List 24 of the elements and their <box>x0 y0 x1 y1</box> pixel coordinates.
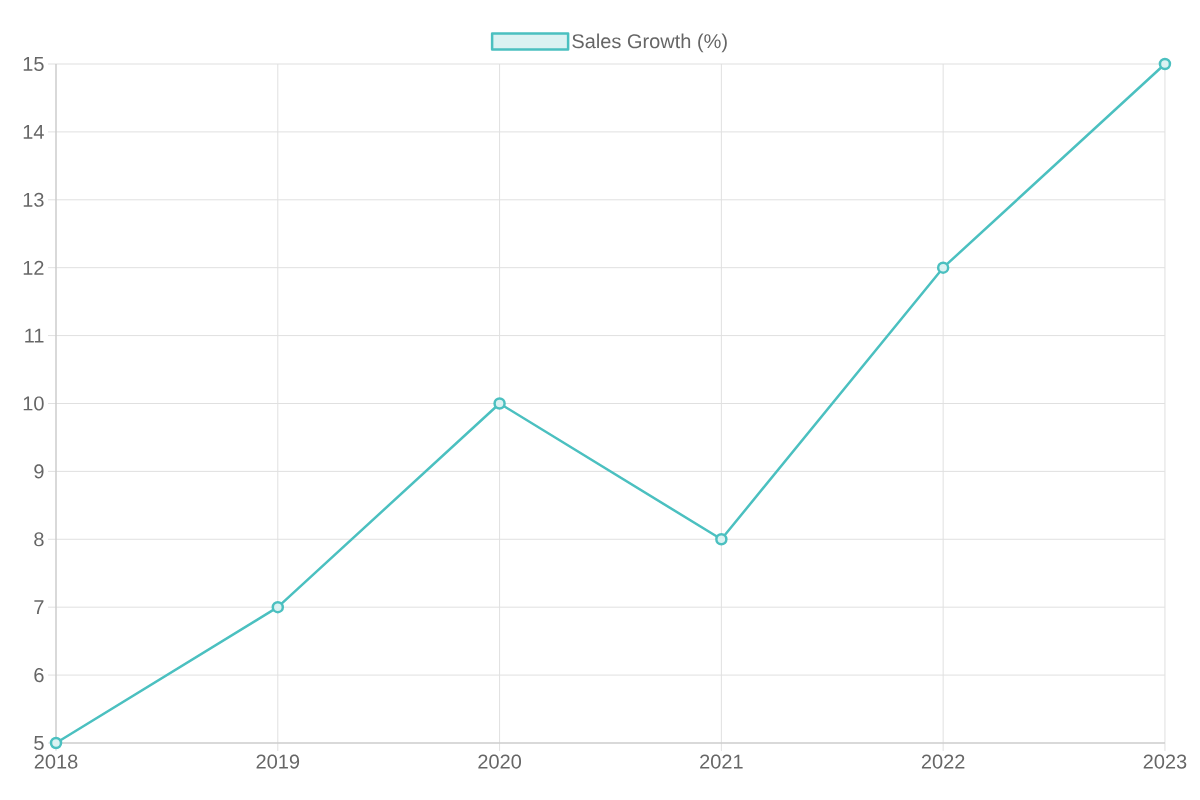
x-tick-label: 2022 <box>921 754 965 769</box>
point <box>493 397 506 410</box>
point <box>271 600 285 614</box>
x-tick-label: 2023 <box>1143 754 1187 769</box>
point <box>715 533 728 546</box>
y-tick-label: 8 <box>34 532 44 547</box>
y-tick-label: 10 <box>23 396 44 411</box>
y-tick-label: 13 <box>23 192 44 207</box>
x-tick-label: 2018 <box>34 754 78 769</box>
y-tick-label: 7 <box>34 600 44 615</box>
legend-label: Sales Growth (%) <box>572 33 727 53</box>
y-tick-label: 15 <box>23 57 44 71</box>
point <box>1158 57 1172 71</box>
x-tick-label: 2019 <box>256 754 300 769</box>
x-tick-label: 2020 <box>478 754 522 769</box>
y-tick-label: 5 <box>34 736 44 750</box>
point <box>49 736 63 750</box>
y-tick-label: 12 <box>23 260 44 275</box>
point <box>936 261 950 274</box>
y-tick-label: 6 <box>34 668 44 683</box>
y-tick-label: 9 <box>34 464 44 479</box>
x-tick-label: 2021 <box>700 754 743 769</box>
y-tick-label: 14 <box>23 125 44 139</box>
y-tick-label: 11 <box>25 328 44 343</box>
